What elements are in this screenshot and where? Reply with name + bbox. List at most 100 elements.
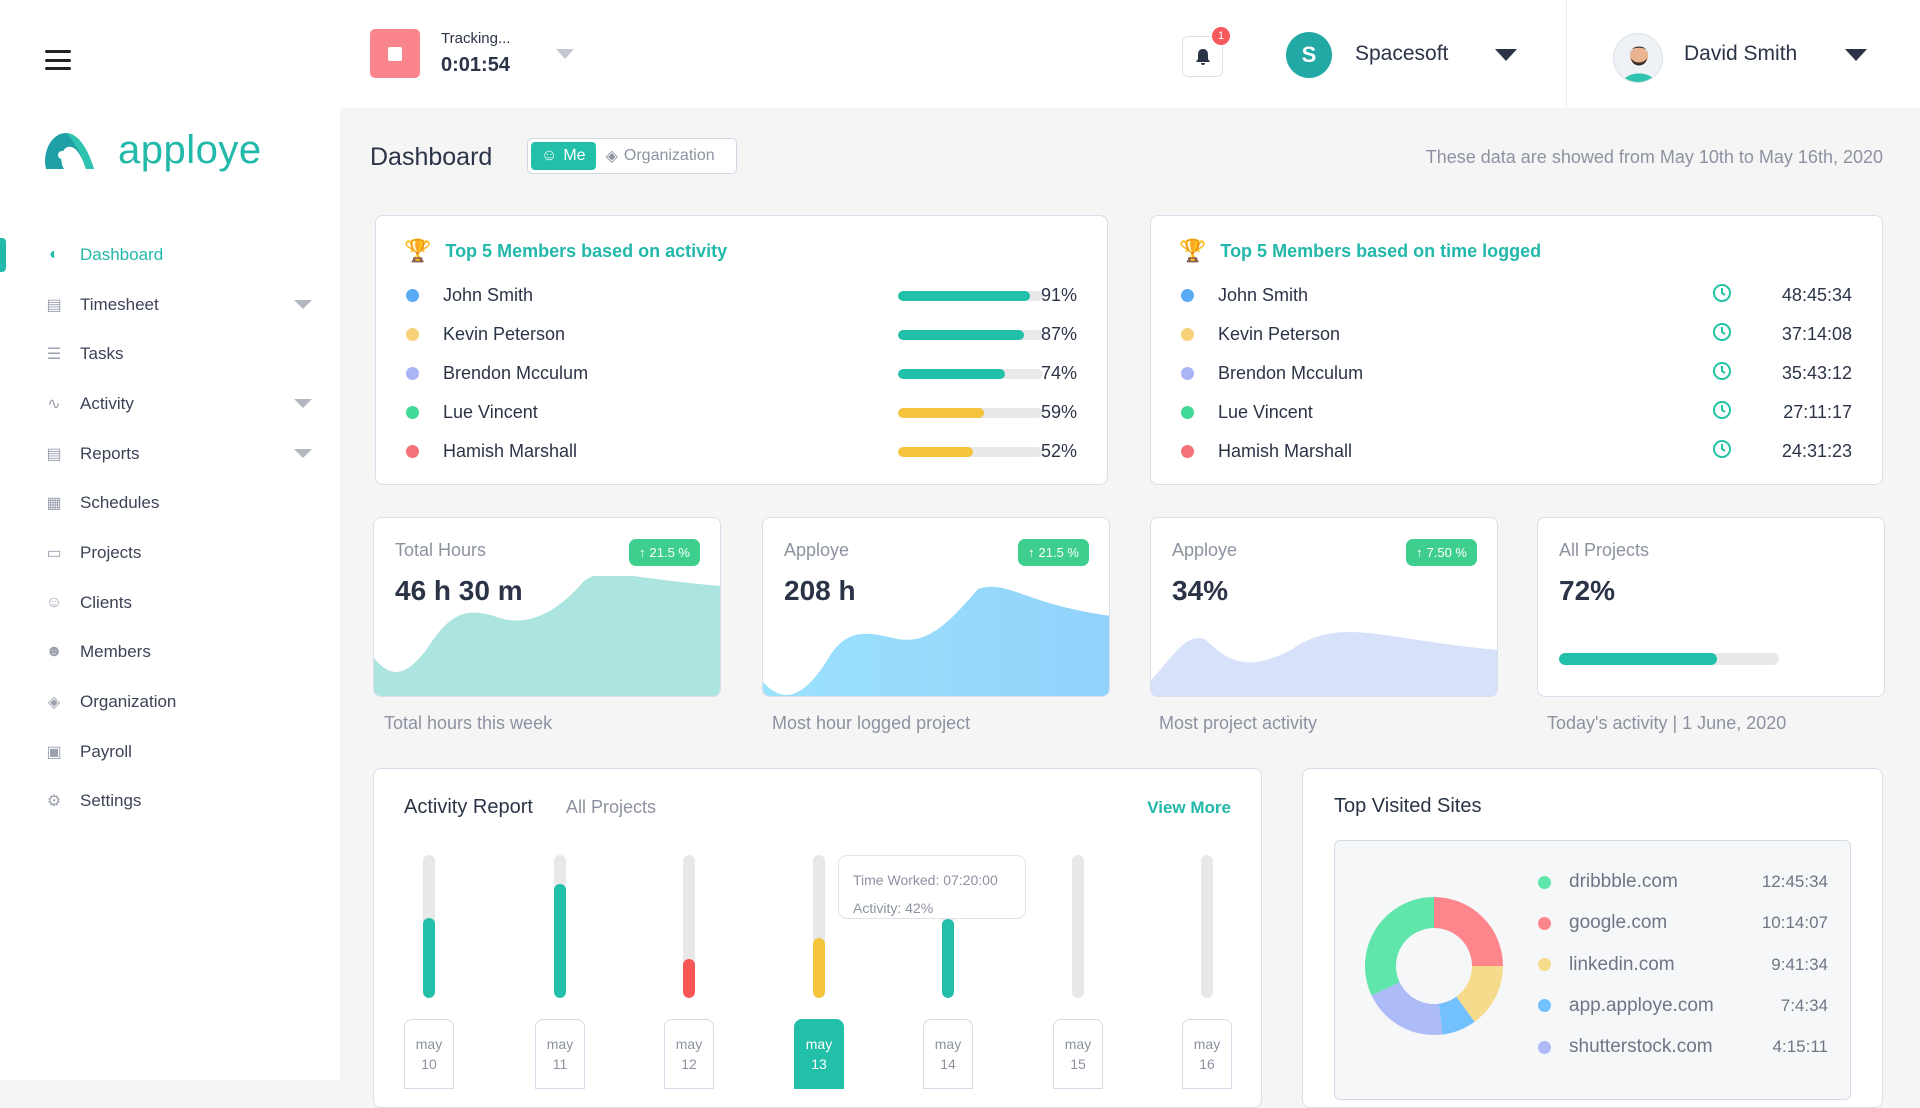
time-logged: 48:45:34	[1781, 285, 1852, 305]
file-icon: ▭	[46, 544, 62, 562]
member-row: Lue Vincent 27:11:17	[1181, 393, 1852, 432]
sidebar-item-label: Tasks	[80, 344, 124, 364]
toggle-organization[interactable]: ◈ Organization	[605, 147, 715, 165]
date-pill[interactable]: may 10	[404, 1019, 454, 1089]
activity-bar[interactable]	[554, 855, 566, 998]
site-name: shutterstock.com	[1569, 1036, 1713, 1058]
member-name: Lue Vincent	[1218, 402, 1313, 422]
sidebar-item-timesheet[interactable]: ▤ Timesheet	[0, 280, 340, 330]
sidebar-item-payroll[interactable]: ▣ Payroll	[0, 727, 340, 777]
time-logged: 35:43:12	[1781, 363, 1852, 383]
sidebar-item-label: Activity	[80, 393, 134, 413]
user-avatar[interactable]	[1613, 33, 1663, 83]
change-badge: ↑ 21.5 %	[1018, 539, 1089, 566]
date-pill[interactable]: may 12	[664, 1019, 714, 1089]
site-time: 10:14:07	[1761, 913, 1828, 933]
donut-slice-linkedin-com[interactable]	[1456, 966, 1503, 1022]
activity-bar[interactable]	[683, 855, 695, 998]
activity-bar-fill	[554, 883, 566, 998]
date-range-text: These data are showed from May 10th to M…	[1425, 147, 1883, 167]
sidebar-item-dashboard[interactable]: ◐ Dashboard	[0, 230, 340, 280]
sidebar-item-label: Projects	[80, 542, 142, 562]
activity-bar-fill	[942, 919, 954, 998]
list-icon: ☰	[46, 346, 62, 364]
top-activity-card: 🏆 Top 5 Members based on activity John Sm…	[375, 215, 1108, 485]
member-dot	[406, 445, 419, 458]
logo[interactable]: apploye	[42, 128, 262, 173]
activity-bar	[898, 446, 1043, 457]
activity-percent: 87%	[1040, 324, 1077, 344]
org-icon: ◈	[605, 148, 618, 165]
sidebar-item-label: Members	[80, 642, 151, 662]
member-dot	[1181, 406, 1194, 419]
member-row: Kevin Peterson 37:14:08	[1181, 315, 1852, 354]
sidebar-item-reports[interactable]: ▤ Reports	[0, 429, 340, 479]
notifications-button[interactable]	[1182, 36, 1223, 77]
stat-card-all-projects: All Projects 72%	[1537, 517, 1885, 697]
donut-slice-google-com[interactable]	[1434, 897, 1503, 966]
chevron-down-icon[interactable]	[294, 299, 312, 309]
donut-slice-dribbble-com[interactable]	[1365, 897, 1434, 996]
sidebar-item-label: Reports	[80, 443, 140, 463]
tracking-label: Tracking...	[441, 30, 511, 47]
sidebar-item-activity[interactable]: ∿ Activity	[0, 379, 340, 429]
time-logged: 37:14:08	[1781, 324, 1852, 344]
tracking-dropdown-icon[interactable]	[556, 49, 574, 59]
menu-icon[interactable]	[45, 50, 71, 70]
activity-tooltip: Time Worked: 07:20:00 Activity: 42%	[838, 855, 1026, 919]
activity-bar[interactable]	[1072, 855, 1084, 998]
view-more-link[interactable]: View More	[1147, 798, 1231, 817]
legend-dot	[1538, 958, 1551, 972]
donut-slice-app-apploye-com[interactable]	[1438, 996, 1475, 1035]
org-avatar[interactable]: S	[1286, 32, 1332, 78]
sidebar-item-projects[interactable]: ▭ Projects	[0, 528, 340, 578]
top-time-card: 🏆 Top 5 Members based on time logged John…	[1150, 215, 1883, 485]
activity-bar	[898, 290, 1043, 301]
chevron-down-icon[interactable]	[294, 399, 312, 409]
date-pill[interactable]: may 16	[1182, 1019, 1232, 1089]
activity-bar[interactable]	[423, 855, 435, 998]
legend-dot	[1538, 875, 1551, 889]
activity-bar[interactable]	[1201, 855, 1213, 998]
org-name[interactable]: Spacesoft	[1355, 42, 1449, 65]
project-filter[interactable]: All Projects	[566, 797, 657, 817]
chevron-down-icon[interactable]	[294, 448, 312, 458]
scope-toggle: ☺ Me ◈ Organization	[527, 138, 737, 174]
gauge-icon: ◐	[49, 245, 59, 263]
time-logged: 27:11:17	[1783, 402, 1852, 422]
activity-bar-fill	[423, 917, 435, 998]
sidebar-item-settings[interactable]: ⚙ Settings	[0, 777, 340, 827]
member-dot	[1181, 328, 1194, 341]
member-row: Brendon Mcculum 74%	[406, 354, 1077, 393]
date-pill[interactable]: may 13	[794, 1019, 844, 1089]
sidebar-item-clients[interactable]: ☺ Clients	[0, 578, 340, 628]
stop-tracking-button[interactable]	[370, 29, 420, 78]
member-dot	[406, 289, 419, 302]
activity-bar-fill	[683, 959, 695, 998]
site-name: dribbble.com	[1569, 871, 1678, 892]
date-pill[interactable]: may 11	[535, 1019, 585, 1089]
member-name: John Smith	[443, 285, 534, 305]
page-title: Dashboard	[370, 143, 493, 171]
user-dropdown-icon[interactable]	[1845, 49, 1867, 61]
client-icon: ☺	[45, 593, 63, 611]
date-pill[interactable]: may 15	[1053, 1019, 1103, 1089]
sidebar-item-schedules[interactable]: ▦ Schedules	[0, 478, 340, 528]
card-title: Top Visited Sites	[1334, 795, 1482, 817]
site-time: 7:4:34	[1780, 995, 1828, 1015]
org-dropdown-icon[interactable]	[1495, 49, 1517, 61]
sidebar-item-tasks[interactable]: ☰ Tasks	[0, 329, 340, 379]
sidebar-item-members[interactable]: ☻ Members	[0, 628, 340, 678]
member-dot	[406, 406, 419, 419]
wallet-icon: ▣	[46, 743, 62, 761]
sidebar-item-organization[interactable]: ◈ Organization	[0, 677, 340, 727]
toggle-me[interactable]: ☺ Me	[531, 142, 596, 170]
divider	[1566, 0, 1567, 108]
user-name[interactable]: David Smith	[1684, 42, 1798, 65]
activity-bar[interactable]	[813, 855, 825, 998]
member-name: Brendon Mcculum	[443, 363, 589, 383]
apploye-logo-icon	[45, 132, 94, 169]
activity-bar	[898, 329, 1043, 340]
date-pill[interactable]: may 14	[923, 1019, 973, 1089]
donut-slice-shutterstock-com[interactable]	[1371, 982, 1443, 1035]
